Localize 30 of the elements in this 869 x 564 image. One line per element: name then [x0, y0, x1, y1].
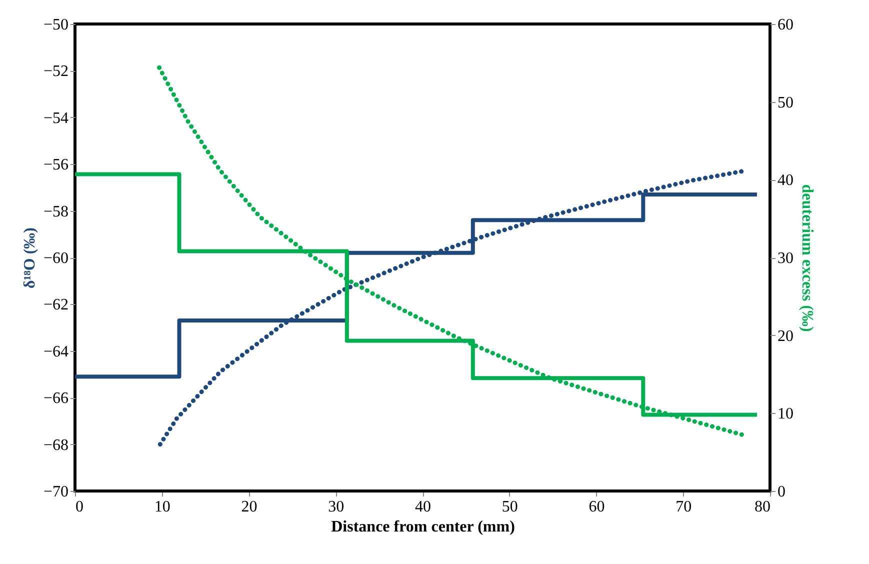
y-tick-label: −52	[43, 63, 68, 80]
y-tick-label: −62	[43, 296, 68, 314]
x-tick-label: 40	[415, 498, 431, 516]
y-tick-label: −60	[43, 250, 68, 267]
y2-tick-label: 30	[778, 250, 794, 267]
x-tick-label: 80	[754, 498, 770, 516]
x-tick-label: 50	[502, 498, 518, 516]
y2-axis-title: deuterium excess (‰)	[798, 184, 816, 332]
y-tick-label: −56	[43, 156, 68, 174]
y-tick-label: −54	[43, 110, 68, 127]
x-tick-label: 30	[328, 498, 344, 516]
y2-tick-label: 0	[778, 484, 786, 500]
y-tick-label: −68	[43, 436, 68, 454]
y2-tick-label: 60	[778, 16, 794, 34]
y2-tick-label: 40	[778, 172, 794, 190]
y-tick-label: −66	[43, 390, 68, 408]
x-tick-label: 10	[154, 498, 170, 516]
x-tick-label: 60	[588, 498, 605, 516]
y2-tick-label: 10	[778, 406, 794, 423]
y-tick-label: −58	[43, 203, 68, 220]
x-tick-label: 20	[241, 498, 258, 516]
y2-tick-label: 50	[778, 94, 794, 112]
y-tick-label: −70	[43, 484, 68, 500]
x-axis-title: Distance from center (mm)	[331, 518, 515, 536]
y-axis-title: δ¹⁸O (‰)	[21, 228, 38, 288]
y-tick-label: −50	[43, 16, 68, 34]
y-tick-label: −64	[43, 343, 68, 360]
x-tick-label: 0	[76, 498, 84, 516]
y2-tick-label: 20	[778, 328, 794, 345]
x-tick-label: 70	[676, 498, 692, 516]
